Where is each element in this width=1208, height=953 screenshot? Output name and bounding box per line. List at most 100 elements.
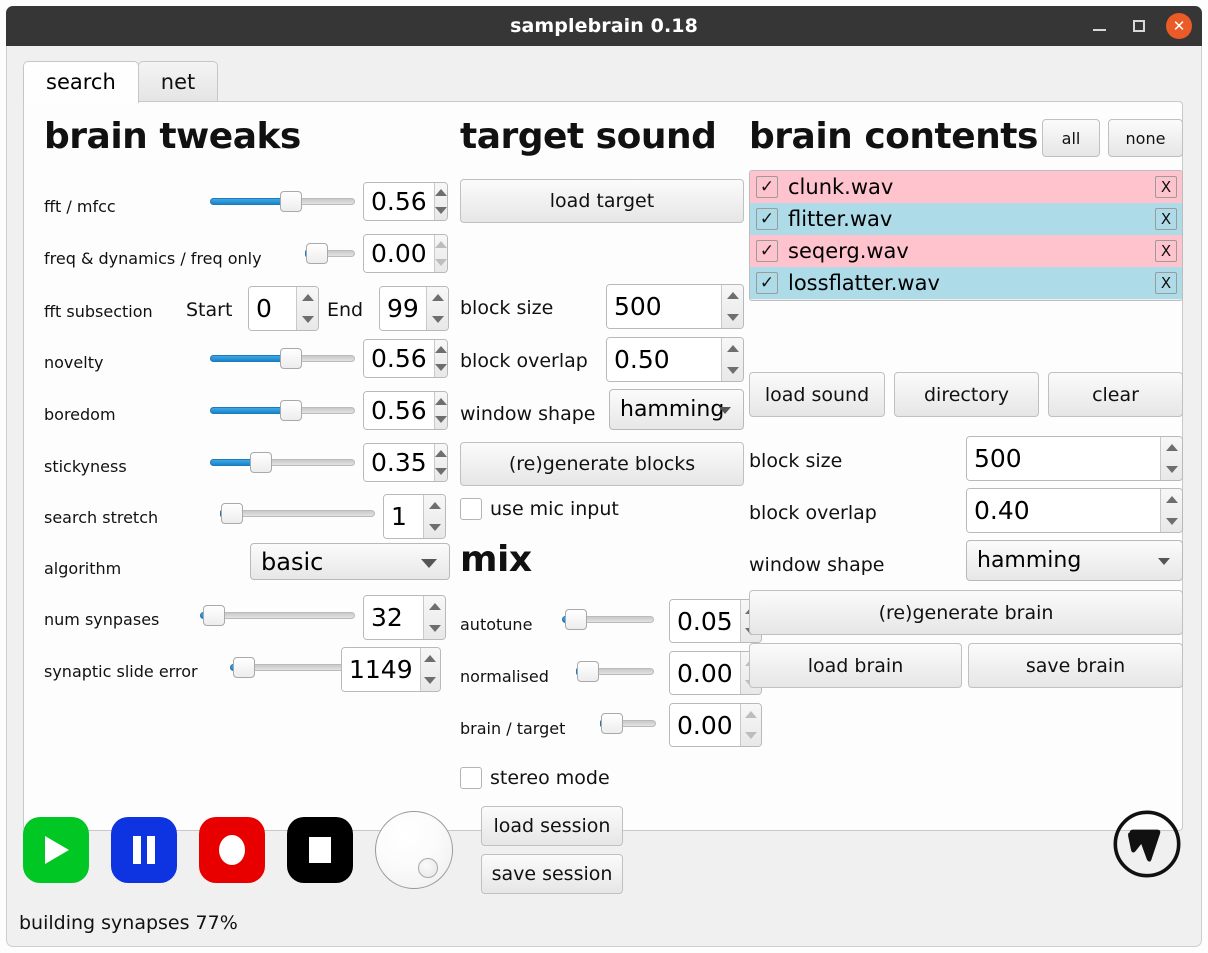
row-checkbox[interactable]: ✓: [756, 176, 778, 198]
spin-fft-end[interactable]: 99: [379, 286, 449, 331]
spin-up[interactable]: [424, 495, 445, 517]
table-row[interactable]: ✓ clunk.wav X: [750, 171, 1182, 203]
spin-up[interactable]: [722, 338, 743, 360]
minimize-icon[interactable]: [1086, 13, 1112, 39]
spin-up[interactable]: [421, 648, 440, 670]
spin-up[interactable]: [434, 235, 447, 254]
spin-target-block-size[interactable]: 500: [606, 284, 744, 329]
slider-stickyness[interactable]: [210, 449, 355, 475]
slider-synaptic-slide-error[interactable]: [230, 654, 350, 680]
slider-fft-mfcc[interactable]: [210, 188, 355, 214]
row-checkbox[interactable]: ✓: [756, 272, 778, 294]
spin-up[interactable]: [434, 183, 447, 202]
load-session-button[interactable]: load session: [481, 806, 623, 846]
spin-fft-start[interactable]: 0: [248, 286, 319, 331]
spin-search-stretch[interactable]: 1: [383, 494, 446, 539]
spin-up[interactable]: [1161, 437, 1182, 459]
spin-down[interactable]: [722, 360, 743, 382]
spin-down[interactable]: [741, 725, 761, 746]
spin-up[interactable]: [424, 596, 445, 618]
dropdown-target-window-shape[interactable]: hamming: [609, 389, 744, 430]
spin-novelty[interactable]: 0.56: [363, 339, 448, 378]
spin-down[interactable]: [434, 411, 447, 430]
spin-up[interactable]: [434, 444, 447, 463]
label-brain-block-overlap: block overlap: [749, 502, 877, 524]
slider-search-stretch[interactable]: [220, 500, 375, 526]
clear-button[interactable]: clear: [1048, 372, 1183, 417]
spin-brain-block-overlap[interactable]: 0.40: [966, 488, 1183, 533]
regenerate-brain-button[interactable]: (re)generate brain: [749, 590, 1183, 635]
spin-down[interactable]: [434, 202, 447, 221]
row-checkbox[interactable]: ✓: [756, 240, 778, 262]
spin-freq-dynamics[interactable]: 0.00: [363, 234, 448, 273]
spin-stickyness[interactable]: 0.35: [363, 443, 448, 482]
tab-net[interactable]: net: [137, 61, 219, 103]
record-button[interactable]: [199, 817, 265, 883]
spin-down[interactable]: [421, 670, 440, 692]
load-target-button[interactable]: load target: [460, 179, 744, 223]
table-row[interactable]: ✓ flitter.wav X: [750, 203, 1182, 235]
stereo-mode-checkbox[interactable]: [460, 767, 482, 789]
spin-synaptic-slide-error[interactable]: 1149: [341, 647, 441, 692]
spin-up[interactable]: [434, 340, 447, 359]
spin-down[interactable]: [722, 307, 743, 329]
slider-boredom[interactable]: [210, 397, 355, 423]
pause-button[interactable]: [111, 817, 177, 883]
spin-up[interactable]: [434, 392, 447, 411]
spin-down[interactable]: [1161, 459, 1182, 481]
spin-num-synapses[interactable]: 32: [363, 595, 446, 640]
slider-normalised[interactable]: [576, 658, 654, 684]
spin-normalised[interactable]: 0.00: [669, 651, 762, 695]
spin-down[interactable]: [434, 254, 447, 273]
use-mic-input-checkbox[interactable]: [460, 498, 482, 520]
play-button[interactable]: [23, 817, 89, 883]
row-delete-button[interactable]: X: [1155, 176, 1177, 198]
spin-up[interactable]: [297, 287, 318, 309]
regenerate-blocks-button[interactable]: (re)generate blocks: [460, 442, 744, 486]
spin-down[interactable]: [434, 463, 447, 482]
slider-autotune[interactable]: [562, 606, 654, 632]
row-delete-button[interactable]: X: [1155, 208, 1177, 230]
row-filename: flitter.wav: [788, 207, 893, 231]
spin-down[interactable]: [424, 517, 445, 539]
dropdown-algorithm[interactable]: basic: [250, 543, 450, 580]
label-brain-target: brain / target: [460, 719, 566, 738]
row-checkbox[interactable]: ✓: [756, 208, 778, 230]
close-icon[interactable]: ✕: [1166, 13, 1192, 39]
save-brain-button[interactable]: save brain: [968, 643, 1183, 688]
spin-down[interactable]: [1161, 511, 1182, 533]
spin-target-block-overlap[interactable]: 0.50: [606, 337, 744, 382]
spin-up[interactable]: [1161, 489, 1182, 511]
brain-contents-list[interactable]: ✓ clunk.wav X ✓ flitter.wav X ✓ seqerg.w…: [749, 170, 1183, 301]
load-brain-button[interactable]: load brain: [749, 643, 962, 688]
spin-down[interactable]: [434, 359, 447, 378]
maximize-icon[interactable]: [1126, 13, 1152, 39]
select-none-button[interactable]: none: [1108, 119, 1183, 157]
spin-down[interactable]: [297, 309, 318, 331]
spin-up[interactable]: [427, 287, 448, 309]
spin-brain-block-size[interactable]: 500: [966, 436, 1183, 481]
row-delete-button[interactable]: X: [1155, 272, 1177, 294]
save-session-button[interactable]: save session: [481, 854, 623, 894]
directory-button[interactable]: directory: [894, 372, 1039, 417]
spin-down[interactable]: [427, 309, 448, 331]
spin-up[interactable]: [722, 285, 743, 307]
slider-brain-target[interactable]: [600, 710, 656, 736]
table-row[interactable]: ✓ seqerg.wav X: [750, 235, 1182, 267]
tab-search[interactable]: search: [23, 61, 139, 103]
dropdown-brain-window-shape[interactable]: hamming: [966, 540, 1183, 581]
spin-brain-target[interactable]: 0.00: [669, 703, 762, 747]
stop-button[interactable]: [287, 817, 353, 883]
load-sound-button[interactable]: load sound: [749, 372, 885, 417]
slider-num-synapses[interactable]: [200, 602, 355, 628]
slider-novelty[interactable]: [210, 345, 355, 371]
table-row[interactable]: ✓ lossflatter.wav X: [750, 267, 1182, 299]
spin-down[interactable]: [424, 618, 445, 640]
slider-freq-dynamics[interactable]: [305, 240, 355, 266]
spin-up[interactable]: [741, 704, 761, 725]
spin-fft-mfcc[interactable]: 0.56: [363, 182, 448, 221]
spin-boredom[interactable]: 0.56: [363, 391, 448, 430]
select-all-button[interactable]: all: [1042, 119, 1100, 157]
volume-knob[interactable]: [375, 811, 453, 889]
row-delete-button[interactable]: X: [1155, 240, 1177, 262]
